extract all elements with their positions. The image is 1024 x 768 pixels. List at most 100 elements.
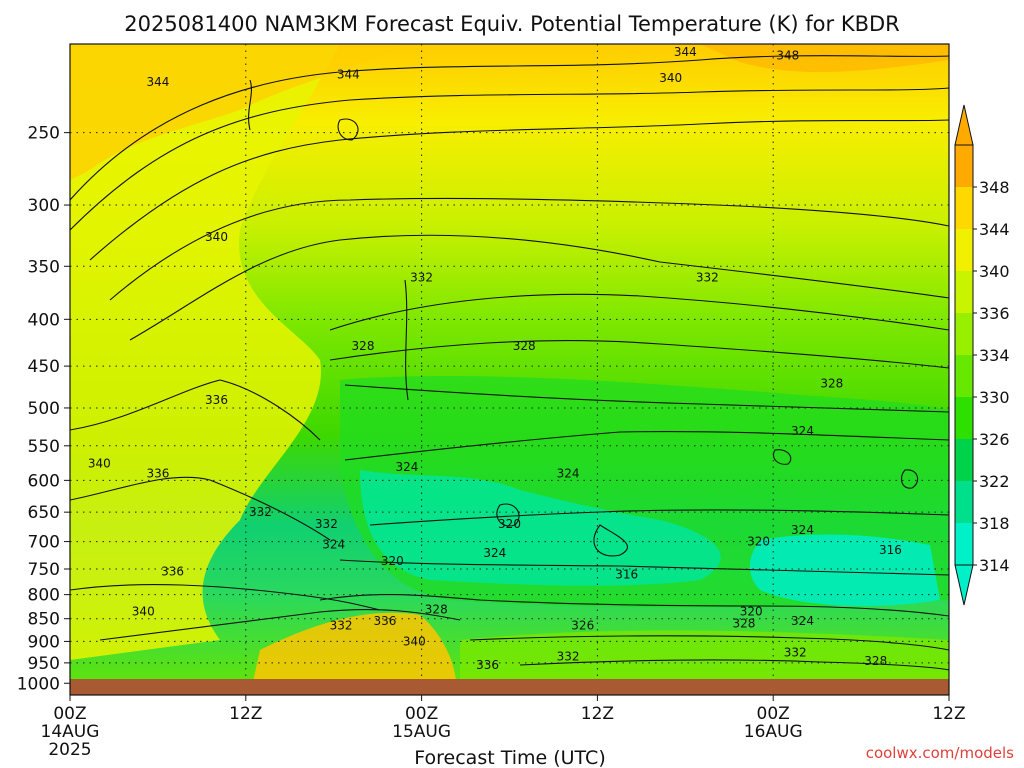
contour-label: 340 (403, 634, 426, 648)
colorbar-label: 318 (979, 514, 1010, 533)
contour-label: 348 (776, 49, 799, 63)
contour-label: 326 (571, 619, 594, 633)
y-tick-label: 750 (28, 560, 60, 580)
colorbar-swatch (955, 523, 973, 565)
colorbar-label: 344 (979, 220, 1010, 239)
contour-label: 324 (395, 460, 418, 474)
y-tick-label: 250 (28, 124, 60, 144)
x-tick-label: 12Z (932, 704, 965, 724)
x-tick-date: 14AUG (41, 722, 100, 742)
grid-lines (70, 44, 949, 695)
contour-label: 316 (615, 567, 638, 581)
y-tick-label: 850 (28, 610, 60, 630)
x-tick-label: 12Z (229, 704, 262, 724)
warm-region-topright (700, 44, 949, 72)
x-tick-date: 15AUG (392, 722, 451, 742)
contour-label: 328 (352, 339, 375, 353)
contour-label: 324 (791, 614, 814, 628)
contour-label: 336 (146, 467, 169, 481)
warm-region-top (70, 44, 400, 180)
y-tick-label: 400 (28, 310, 60, 330)
contour-label: 332 (330, 619, 353, 633)
colorbar-label: 326 (979, 430, 1010, 449)
colorbar-label: 340 (979, 262, 1010, 281)
contour-lines (70, 55, 949, 671)
contour-label: 324 (557, 467, 580, 481)
colorbar-swatch (955, 271, 973, 313)
y-tick-label: 700 (28, 533, 60, 553)
colorbar-swatch (955, 355, 973, 397)
contour-label: 328 (732, 616, 755, 630)
colorbar-label: 322 (979, 472, 1010, 491)
colorbar-top-arrow (954, 104, 974, 146)
contour-label: 324 (322, 537, 345, 551)
y-tick-label: 650 (28, 503, 60, 523)
ground-surface (70, 679, 949, 695)
contour-label: 344 (337, 68, 360, 82)
contour-label: 332 (557, 650, 580, 664)
contour-label: 320 (747, 535, 770, 549)
colorbar-swatch (955, 439, 973, 481)
colorbar-swatch (955, 187, 973, 229)
y-tick-label: 300 (28, 196, 60, 216)
x-tick-label: 00Z (757, 704, 790, 724)
y-tick-label: 350 (28, 257, 60, 277)
warm-region-left (70, 44, 340, 660)
contour-label: 332 (410, 270, 433, 284)
cold-region-left (360, 470, 721, 586)
colorbar-swatch (955, 313, 973, 355)
contour-label: 336 (374, 614, 397, 628)
colorbar-swatch (955, 229, 973, 271)
contour-label: 344 (674, 45, 697, 59)
colorbar-swatch (955, 145, 973, 187)
colorbar-label: 336 (979, 304, 1010, 323)
contour-label: 332 (696, 270, 719, 284)
chart-title: 2025081400 NAM3KM Forecast Equiv. Potent… (124, 12, 900, 36)
colorbar-bottom-arrow (954, 564, 974, 606)
colorbar-label: 330 (979, 388, 1010, 407)
contour-label: 328 (864, 654, 887, 668)
mild-region-low (460, 630, 949, 695)
x-tick-label: 12Z (581, 704, 614, 724)
contour-label: 324 (483, 546, 506, 560)
contour-label: 328 (425, 602, 448, 616)
x-tick-date: 16AUG (744, 722, 803, 742)
contour-label: 344 (146, 75, 169, 89)
contour-label: 340 (132, 605, 155, 619)
contour-label: 320 (498, 517, 521, 531)
y-tick-label: 800 (28, 586, 60, 606)
contour-label: 340 (88, 456, 111, 470)
x-tick-label: 00Z (405, 704, 438, 724)
y-tick-label: 950 (28, 654, 60, 674)
contour-label: 336 (161, 565, 184, 579)
colorbar: 314 318 322 326 330 334 336 340 344 348 (954, 104, 1010, 606)
colorbar-label: 334 (979, 346, 1010, 365)
contour-label: 336 (205, 393, 228, 407)
x-axis-label: Forecast Time (UTC) (414, 747, 605, 768)
y-tick-label: 900 (28, 632, 60, 652)
contour-label: 324 (791, 424, 814, 438)
contour-label: 328 (513, 339, 536, 353)
contour-label: 328 (820, 376, 843, 390)
credit-text: coolwx.com/models (866, 744, 1014, 762)
y-tick-label: 600 (28, 471, 60, 491)
contour-label: 316 (879, 543, 902, 557)
x-tick-label: 00Z (53, 704, 86, 724)
colorbar-label: 348 (979, 178, 1010, 197)
x-tick-year: 2025 (48, 740, 91, 760)
contour-labels: 344 344 344 348 340 340 332 332 328 328 328 336 324 3… (88, 45, 902, 672)
contour-label: 332 (315, 517, 338, 531)
contour-label: 320 (740, 605, 763, 619)
plot-area: 344 344 344 348 340 340 332 332 328 328 328 336 324 3… (70, 44, 949, 695)
contour-label: 332 (784, 645, 807, 659)
y-tick-label: 550 (28, 437, 60, 457)
contour-label: 340 (205, 230, 228, 244)
colorbar-label: 314 (979, 556, 1010, 575)
warm-region-low (250, 612, 457, 695)
colorbar-swatch (955, 481, 973, 523)
contour-label: 340 (659, 71, 682, 85)
contour-label: 324 (791, 523, 814, 537)
contour-label: 332 (249, 505, 272, 519)
